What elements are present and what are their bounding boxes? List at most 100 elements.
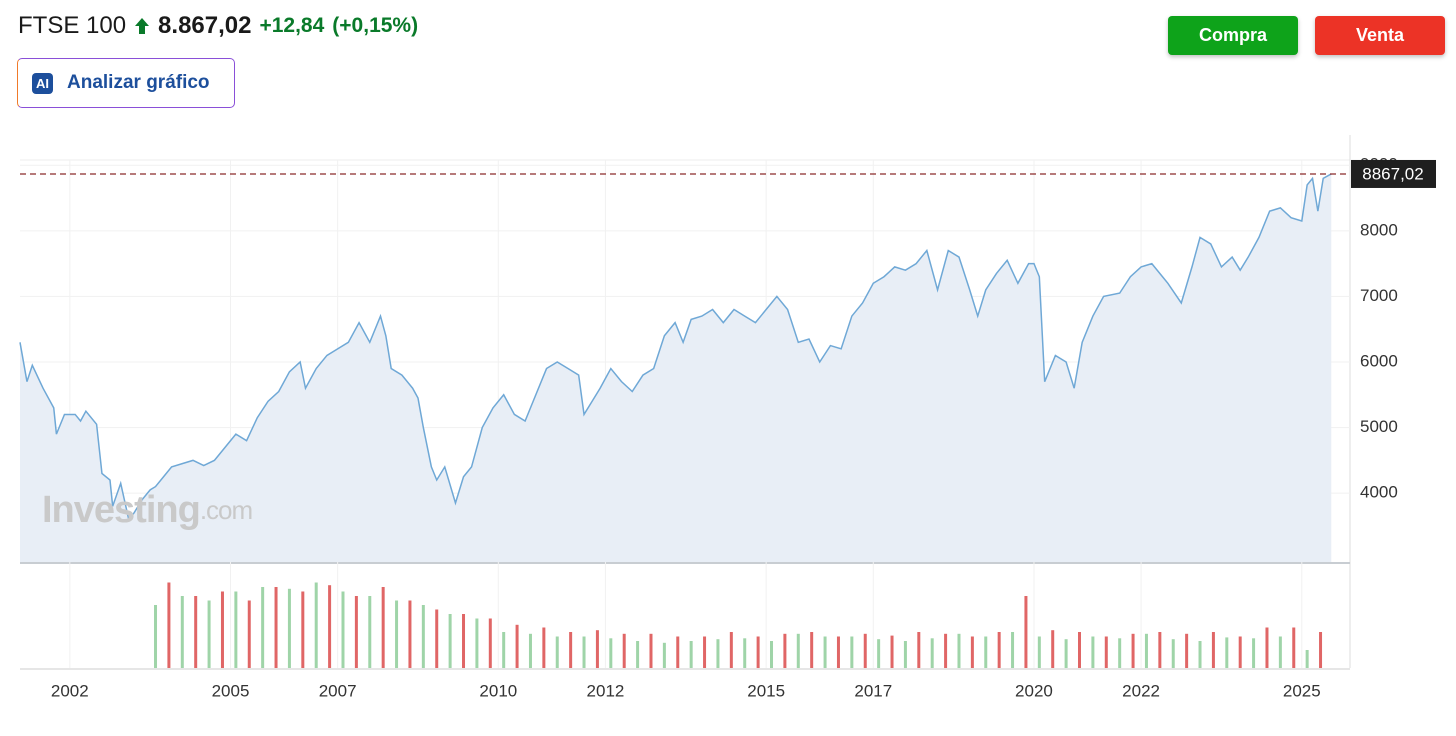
volume-bar: [689, 641, 693, 668]
volume-bar: [810, 632, 814, 668]
volume-bar: [462, 614, 466, 668]
watermark-main: Investing: [42, 489, 200, 531]
volume-bar: [154, 605, 158, 668]
area-fill: [20, 173, 1332, 562]
volume-bar: [448, 614, 452, 668]
volume-bar: [863, 633, 867, 668]
sell-button[interactable]: Venta: [1315, 16, 1445, 55]
volume-bar: [1211, 632, 1215, 668]
volume-bar: [1292, 627, 1296, 668]
volume-bar: [502, 632, 506, 668]
volume-bar: [1265, 627, 1269, 668]
y-tick-label: 5000: [1360, 417, 1398, 436]
volume-bar: [970, 636, 974, 668]
volume-bar: [676, 636, 680, 668]
volume-bar: [301, 591, 305, 668]
volume-bar: [703, 636, 707, 668]
volume-bar: [395, 600, 399, 668]
x-tick-label: 2022: [1122, 681, 1160, 700]
x-tick-label: 2017: [854, 681, 892, 700]
volume-bar: [1131, 633, 1135, 668]
up-arrow: [135, 18, 150, 34]
volume-bar: [743, 638, 747, 668]
volume-bar: [234, 591, 238, 668]
price: 8.867,02: [158, 12, 252, 39]
volume-bar: [261, 587, 265, 668]
volume-bar: [716, 639, 720, 668]
volume-bar: [180, 596, 184, 668]
volume-bar: [220, 591, 224, 668]
volume-bar: [1252, 638, 1256, 668]
volume-bar: [1064, 639, 1068, 668]
watermark-suffix: .com: [200, 495, 252, 525]
volume-bar: [421, 605, 425, 668]
volume-bar: [729, 632, 733, 668]
change: +12,84: [259, 14, 325, 37]
x-tick-label: 2005: [212, 681, 250, 700]
y-tick-label: 6000: [1360, 351, 1398, 370]
volume-bar: [1185, 633, 1189, 668]
volume-bar: [542, 627, 546, 668]
volume-bar: [1104, 636, 1108, 668]
volume-bar: [984, 636, 988, 668]
volume-bar: [1319, 632, 1323, 668]
volume-bar: [475, 618, 479, 668]
volume-bar: [194, 596, 198, 668]
volume-bar: [836, 636, 840, 668]
volume-bar: [595, 630, 599, 668]
price-tag: 8867,02: [1362, 164, 1423, 183]
volume-bar: [1158, 632, 1162, 668]
x-tick-label: 2020: [1015, 681, 1053, 700]
volume-bar: [328, 585, 332, 668]
header: FTSE 100 8.867,02 +12,84 (+0,15%): [18, 12, 418, 40]
volume-bar: [1198, 641, 1202, 668]
x-tick-label: 2007: [319, 681, 357, 700]
volume-bar: [903, 641, 907, 668]
volume-bar: [1011, 632, 1015, 668]
volume-bar: [649, 633, 653, 668]
x-tick-label: 2010: [479, 681, 517, 700]
volume-bar: [1144, 633, 1148, 668]
analyze-button[interactable]: AI Analizar gráfico: [17, 58, 235, 108]
volume-bar: [850, 636, 854, 668]
volume-bar: [287, 588, 291, 668]
volume-bar: [408, 600, 412, 668]
x-tick-label: 2002: [51, 681, 89, 700]
watermark: Investing.com: [42, 489, 252, 531]
x-tick-label: 2012: [587, 681, 625, 700]
volume-bar: [582, 636, 586, 668]
volume-bar: [1024, 596, 1028, 668]
volume-bar: [662, 642, 666, 668]
volume-bar: [1118, 638, 1122, 668]
volume-bar: [314, 582, 318, 668]
volume-bar: [528, 633, 532, 668]
ai-icon: AI: [32, 72, 53, 94]
volume-bar: [274, 587, 278, 668]
y-tick-label: 7000: [1360, 286, 1398, 305]
price-line: [19, 173, 1332, 522]
y-tick-label: 4000: [1360, 483, 1398, 502]
volume-bar: [823, 636, 827, 668]
volume-bar: [1051, 630, 1055, 668]
volume-bar: [944, 633, 948, 668]
volume-bar: [1278, 636, 1282, 668]
volume-bar: [796, 633, 800, 668]
volume-bar: [488, 618, 492, 668]
volume-bar: [770, 641, 774, 668]
volume-bar: [1171, 639, 1175, 668]
volume-bar: [997, 632, 1001, 668]
volume-bar: [890, 635, 894, 668]
y-tick-label: 8000: [1360, 220, 1398, 239]
volume-bar: [569, 632, 573, 668]
volume-bar: [1037, 636, 1041, 668]
volume-bar: [783, 633, 787, 668]
volume-bar: [1305, 650, 1309, 668]
volume-bar: [555, 636, 559, 668]
volume-bar: [1091, 636, 1095, 668]
volume-bar: [622, 633, 626, 668]
volume-bar: [341, 591, 345, 668]
buy-button[interactable]: Compra: [1168, 16, 1298, 55]
volume-bar: [1238, 636, 1242, 668]
